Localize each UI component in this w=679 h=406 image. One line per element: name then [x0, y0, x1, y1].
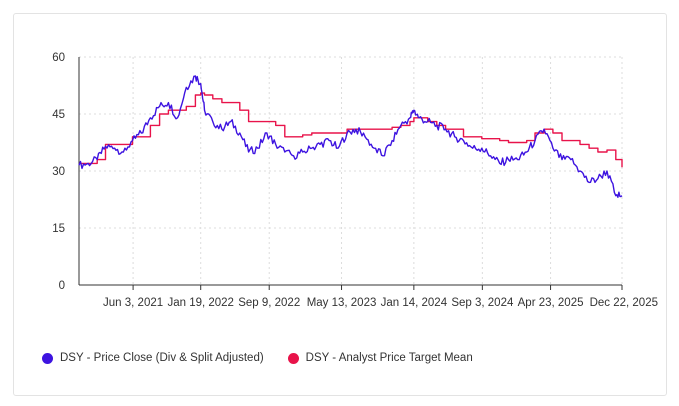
x-tick-label: Jan 14, 2024	[381, 297, 448, 309]
x-tick-label: Jun 3, 2021	[103, 297, 163, 309]
series-line-price-close	[78, 75, 623, 198]
legend-swatch-target	[287, 352, 299, 364]
x-tick-label: Sep 3, 2024	[451, 297, 514, 309]
legend-swatch-price	[42, 352, 53, 364]
y-tick-label: 45	[52, 109, 65, 121]
chart-legend: DSY - Price Close (Div & Split Adjusted)…	[42, 352, 473, 364]
x-tick-label: Apr 23, 2025	[518, 297, 584, 309]
chart-tick-labels: 0 15 30 45 60 Jun 3, 2021 Jan 19, 2022 Sep 9, 2…	[52, 52, 658, 309]
x-tick-label: Sep 9, 2022	[238, 297, 300, 309]
y-tick-label: 15	[52, 223, 65, 235]
chart-axes	[78, 57, 623, 290]
x-tick-label: Jan 19, 2022	[167, 297, 234, 309]
legend-item-target[interactable]: DSY - Analyst Price Target Mean	[287, 352, 473, 364]
legend-label-target: DSY - Analyst Price Target Mean	[305, 352, 473, 364]
y-tick-label: 0	[59, 280, 65, 292]
chart-card	[13, 13, 667, 396]
chart-series	[78, 75, 623, 198]
legend-label-price: DSY - Price Close (Div & Split Adjusted)	[60, 352, 264, 364]
y-tick-label: 60	[52, 52, 65, 64]
chart-grid	[79, 56, 623, 285]
y-tick-label: 30	[52, 166, 65, 178]
x-tick-label: May 13, 2023	[307, 297, 377, 309]
legend-item-price[interactable]: DSY - Price Close (Div & Split Adjusted)	[42, 352, 264, 364]
x-tick-label: Dec 22, 2025	[590, 297, 658, 309]
